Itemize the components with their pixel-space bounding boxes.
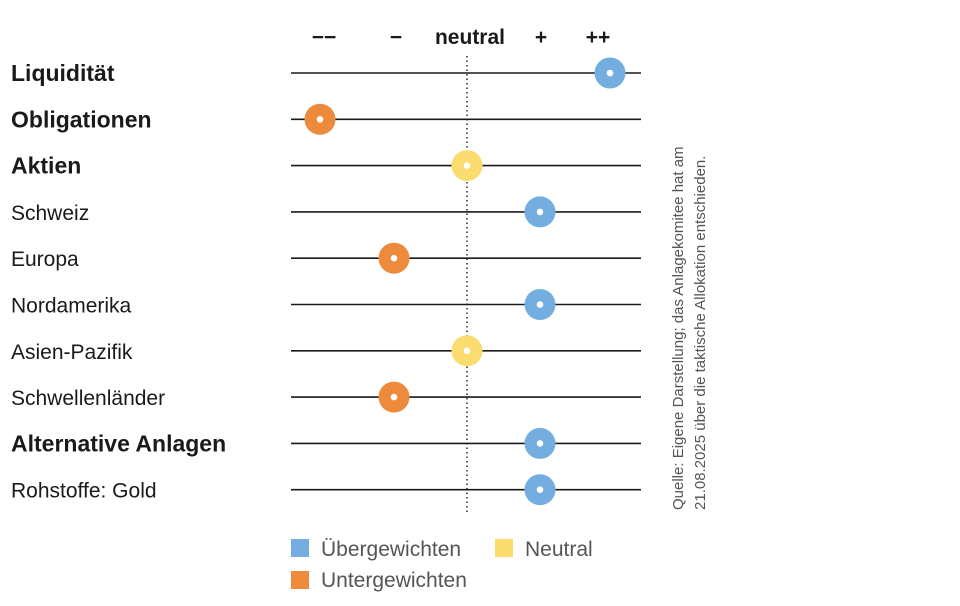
category-row: Alternative Anlagen [11,427,641,459]
scale-label: − [390,26,402,49]
category-label: Schwellenländer [11,387,165,410]
legend-swatch [495,539,513,557]
rating-marker-center [316,116,324,123]
rating-marker-center [536,486,544,494]
source-note-text: Quelle: Eigene Darstellung; das Anlageko… [670,146,709,510]
scale-label: ++ [586,26,611,49]
scale-label: neutral [435,26,505,49]
category-label: Rohstoffe: Gold [11,480,157,503]
category-row: Schwellenländer [11,381,641,413]
category-label: Europa [11,248,79,271]
legend-label: Neutral [525,538,593,561]
legend: Übergewichten Neutral Untergewichten [291,538,593,592]
category-row: Nordamerika [11,289,641,320]
legend-item: Untergewichten [291,569,467,592]
source-line: 21.08.2025 über die taktische Allokation… [692,156,709,510]
category-label: Nordamerika [11,295,132,318]
category-row: Schweiz [11,196,641,228]
rating-marker-center [536,440,544,447]
legend-swatch [291,539,309,557]
source-note: Quelle: Eigene Darstellung; das Anlageko… [670,146,709,510]
category-row: Liquidität [11,57,641,89]
category-row: Asien-Pazifik [11,335,641,367]
category-label: Obligationen [11,106,152,132]
rating-marker-center [390,393,398,401]
rating-marker-center [463,347,471,355]
category-row: Obligationen [11,103,641,135]
category-rows: Liquidität Obligationen Aktien Schweiz Europ… [11,57,641,506]
scale-label: −− [312,26,337,49]
legend-item: Übergewichten [291,538,461,561]
category-label: Schweiz [11,202,89,225]
category-label: Aktien [11,153,81,179]
rating-marker-center [463,162,471,169]
category-label: Liquidität [11,60,115,86]
rating-marker-center [536,301,544,308]
scale-headers: −− − neutral + ++ [312,26,611,49]
category-row: Europa [11,242,641,274]
source-line: Quelle: Eigene Darstellung; das Anlageko… [670,146,687,510]
legend-swatch [291,571,309,589]
legend-label: Untergewichten [321,569,467,592]
scale-label: + [535,26,547,49]
legend-item: Neutral [495,538,593,561]
category-row: Aktien [11,150,641,182]
rating-marker-center [606,69,614,77]
legend-label: Übergewichten [321,538,461,561]
rating-marker-center [536,208,544,216]
category-label: Asien-Pazifik [11,341,133,364]
category-row: Rohstoffe: Gold [11,474,641,506]
category-label: Alternative Anlagen [11,430,226,456]
rating-marker-center [390,254,398,262]
